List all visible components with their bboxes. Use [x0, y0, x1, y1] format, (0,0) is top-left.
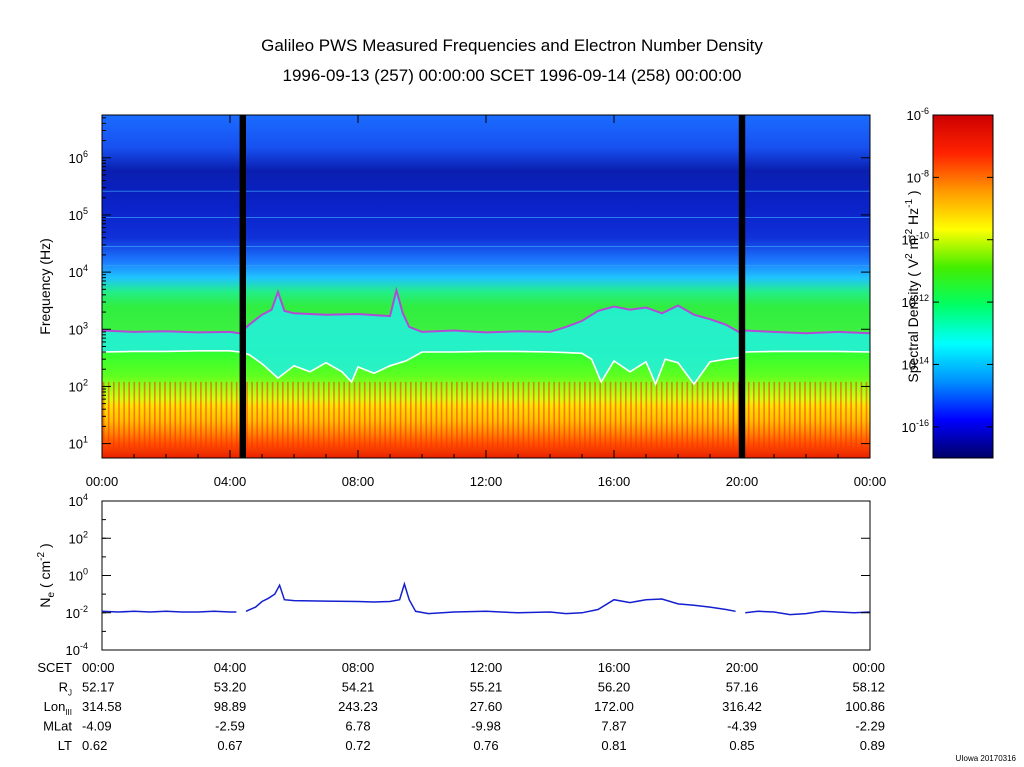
ephemeris-cell: 0.85 — [729, 738, 754, 753]
ephemeris-cell: 52.17 — [82, 680, 115, 695]
ephemeris-cell: 7.87 — [601, 719, 626, 734]
ephemeris-cell: -2.29 — [855, 719, 885, 734]
colorbar: 10-6 10-8 10-10 10-12 10-14 10-16 Spectral Den… — [902, 106, 994, 459]
chart-subtitle: 1996-09-13 (257) 00:00:00 SCET 1996-09-1… — [282, 66, 742, 85]
ephemeris-cell: 04:00 — [214, 660, 247, 675]
ephemeris-cell: 16:00 — [598, 660, 631, 675]
ephemeris-cell: 172.00 — [594, 699, 634, 714]
ephemeris-cell: 0.72 — [345, 738, 370, 753]
freq-tick-label: 104 — [69, 263, 88, 280]
ephemeris-cell: 57.16 — [726, 680, 759, 695]
density-series-segment-0 — [101, 610, 237, 613]
freq-tick-label: 101 — [69, 435, 88, 452]
ephemeris-cell: 08:00 — [342, 660, 375, 675]
density-series-segment-2 — [745, 610, 871, 616]
time-tick-label: 00:00 — [86, 474, 119, 489]
colorbar-scale — [932, 114, 994, 459]
freq-tick-label: 106 — [69, 149, 88, 166]
ephemeris-cell: 12:00 — [470, 660, 503, 675]
data-gap-0 — [239, 115, 246, 458]
density-tick-label: 102 — [69, 529, 88, 546]
spectrogram-image — [102, 115, 870, 458]
ephemeris-row-label: LT — [58, 738, 72, 753]
ephemeris-cell: 243.23 — [338, 699, 378, 714]
density-panel: 104 102 100 10-2 10-4 Ne ( cm-2 ) — [36, 492, 871, 658]
time-tick-label: 04:00 — [214, 474, 247, 489]
density-axis-title: Ne ( cm-2 ) — [36, 543, 57, 607]
colorbar-tick-label: 10-14 — [902, 355, 929, 372]
colorbar-tick-label: 10-10 — [902, 231, 929, 248]
freq-tick-label: 103 — [69, 320, 88, 337]
cyclotron-frequency-line — [102, 350, 870, 387]
density-tick-label: 100 — [69, 567, 88, 584]
density-tick-label: 10-4 — [66, 641, 88, 658]
ephemeris-cell: 54.21 — [342, 680, 375, 695]
footer-credit: UIowa 20170316 — [955, 754, 1017, 763]
ephemeris-cell: 100.86 — [845, 699, 885, 714]
ephemeris-cell: 58.12 — [852, 680, 885, 695]
ephemeris-cell: 0.62 — [82, 738, 107, 753]
density-tick-label: 10-2 — [66, 604, 88, 621]
emission-striations — [102, 381, 868, 450]
density-series-segment-1 — [245, 581, 736, 615]
ephemeris-cell: 00:00 — [852, 660, 885, 675]
freq-tick-label: 105 — [69, 206, 88, 223]
colorbar-tick-label: 10-8 — [907, 168, 929, 185]
ephemeris-cell: 98.89 — [214, 699, 247, 714]
time-tick-label: 08:00 — [342, 474, 375, 489]
ephemeris-cell: 27.60 — [470, 699, 503, 714]
ephemeris-cell: -4.09 — [82, 719, 112, 734]
freq-tick-label: 102 — [69, 377, 88, 394]
time-tick-label: 16:00 — [598, 474, 631, 489]
ephemeris-cell: 0.67 — [217, 738, 242, 753]
data-gap-1 — [738, 115, 746, 458]
density-frame — [101, 500, 871, 651]
ephemeris-cell: 0.89 — [860, 738, 885, 753]
freq-axis-title: Frequency (Hz) — [37, 238, 53, 334]
ephemeris-row-label: RJ — [59, 680, 72, 698]
colorbar-tick-label: 10-6 — [907, 106, 929, 123]
ephemeris-cell: 56.20 — [598, 680, 631, 695]
spectrogram-panel: 101 102 103 104 105 106 Frequency (Hz) 00:00 04:… — [37, 114, 887, 489]
ephemeris-cell: 00:00 — [82, 660, 115, 675]
ephemeris-cell: 316.42 — [722, 699, 762, 714]
ephemeris-cell: 6.78 — [345, 719, 370, 734]
colorbar-title: Spectral Density ( V2 m-2 Hz-1 ) — [904, 190, 921, 382]
spectrogram-background — [102, 115, 870, 458]
time-tick-label: 12:00 — [470, 474, 503, 489]
time-tick-label: 00:00 — [854, 474, 887, 489]
ephemeris-cell: 0.81 — [601, 738, 626, 753]
colorbar-tick-label: 10-16 — [902, 418, 929, 435]
ephemeris-cell: 0.76 — [473, 738, 498, 753]
colorbar-tick-label: 10-12 — [902, 293, 929, 310]
ephemeris-cell: 53.20 — [214, 680, 247, 695]
ephemeris-cell: 55.21 — [470, 680, 503, 695]
plasma-frequency-line — [102, 286, 870, 335]
ephemeris-row-label: MLat — [43, 719, 72, 734]
density-tick-label: 104 — [69, 492, 88, 509]
chart-title: Galileo PWS Measured Frequencies and Ele… — [261, 36, 763, 55]
ephemeris-cell: -4.39 — [727, 719, 757, 734]
time-tick-label: 20:00 — [726, 474, 759, 489]
ephemeris-cell: 314.58 — [82, 699, 122, 714]
ephemeris-cell: -9.98 — [471, 719, 501, 734]
ephemeris-cell: 20:00 — [726, 660, 759, 675]
ephemeris-cell: -2.59 — [215, 719, 245, 734]
ephemeris-row-label: LonIII — [44, 699, 72, 717]
ephemeris-row-label: SCET — [37, 660, 72, 675]
